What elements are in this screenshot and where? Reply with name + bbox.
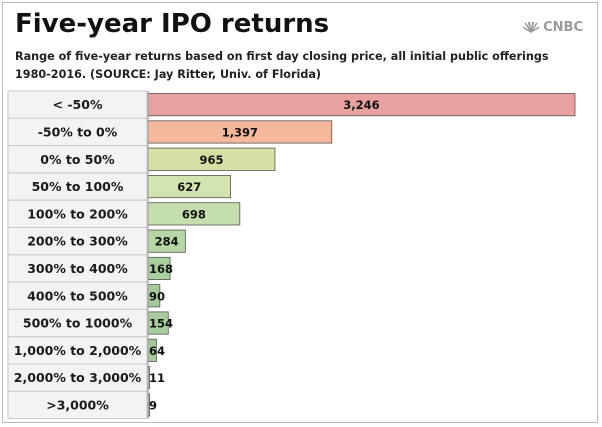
bars: [147, 93, 576, 417]
chart-subtitle: Range of five-year returns based on firs…: [15, 50, 549, 81]
row-label-cell: [7, 390, 148, 420]
category-label: 500% to 1000%: [23, 316, 133, 331]
row-label-cell: [7, 363, 148, 392]
row-label-cell: [7, 145, 148, 174]
category-label: 1,000% to 2,000%: [14, 343, 142, 358]
row-label-cell: [7, 281, 148, 310]
category-labels: < -50% -50% to 0% 0% to 50% 50% to 100% 100%…: [7, 90, 148, 420]
value-label: 64: [149, 344, 165, 358]
value-label: 90: [149, 289, 165, 303]
value-label: 1,397: [222, 125, 258, 139]
cnbc-logo: CNBC: [522, 20, 583, 35]
logo-text: CNBC: [543, 20, 583, 35]
value-label: 284: [155, 235, 179, 249]
value-label: 9: [149, 398, 157, 412]
category-label: 200% to 300%: [27, 234, 128, 249]
value-label: 168: [149, 262, 173, 276]
row-label-cell: [7, 308, 148, 338]
category-label: < -50%: [53, 97, 103, 112]
category-label: 0% to 50%: [40, 152, 115, 167]
chart-title: Five-year IPO returns: [15, 9, 330, 39]
value-label: 965: [199, 153, 223, 167]
row-label-cell: [7, 254, 148, 283]
row-label-cell: [7, 117, 148, 147]
row-label-cell: [7, 90, 148, 119]
category-label: 400% to 500%: [27, 288, 128, 303]
peacock-icon: [522, 21, 540, 33]
value-label: 698: [182, 207, 206, 221]
value-label: 154: [149, 317, 173, 331]
category-label: 300% to 400%: [27, 261, 128, 276]
row-label-cell: [7, 336, 148, 365]
value-label: 3,246: [343, 98, 379, 112]
row-label-cell: [7, 199, 148, 228]
value-label: 11: [149, 371, 165, 385]
value-label: 627: [177, 180, 201, 194]
category-label: >3,000%: [46, 397, 109, 412]
category-label: 50% to 100%: [32, 179, 124, 194]
row-label-cell: [7, 172, 148, 201]
category-label: 100% to 200%: [27, 206, 128, 221]
category-label: 2,000% to 3,000%: [14, 370, 142, 385]
category-label: -50% to 0%: [38, 124, 118, 139]
